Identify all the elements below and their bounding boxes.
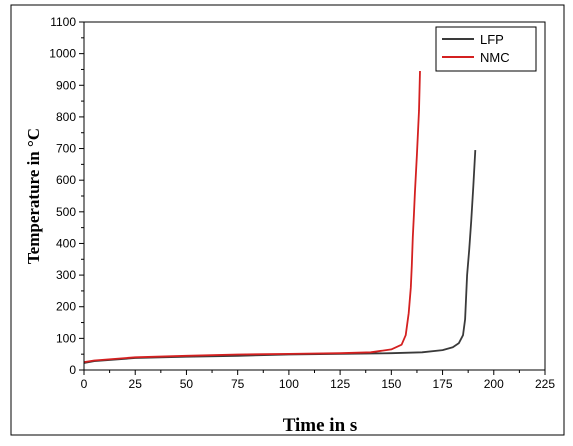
y-tick-label: 0 bbox=[69, 363, 76, 377]
legend-box bbox=[435, 26, 537, 72]
y-tick-label: 700 bbox=[56, 142, 76, 156]
x-tick-label: 225 bbox=[535, 377, 555, 391]
x-tick-label: 50 bbox=[180, 377, 194, 391]
y-tick-label: 500 bbox=[56, 205, 76, 219]
x-tick-label: 75 bbox=[231, 377, 245, 391]
y-tick-label: 800 bbox=[56, 110, 76, 124]
y-axis-title: Temperature in °C bbox=[24, 128, 43, 264]
legend-label-nmc: NMC bbox=[480, 50, 510, 65]
y-tick-label: 600 bbox=[56, 173, 76, 187]
plot-area bbox=[83, 70, 477, 364]
y-tick-label: 1000 bbox=[49, 47, 76, 61]
legend: LFP NMC bbox=[435, 26, 537, 72]
series-line-nmc bbox=[83, 70, 421, 363]
y-tick-label: 400 bbox=[56, 236, 76, 250]
legend-label-lfp: LFP bbox=[480, 32, 504, 47]
x-tick-label: 0 bbox=[81, 377, 88, 391]
y-tick-label: 1100 bbox=[50, 15, 76, 29]
x-tick-label: 125 bbox=[330, 377, 350, 391]
x-tick-label: 150 bbox=[381, 377, 401, 391]
x-tick-label: 200 bbox=[484, 377, 504, 391]
y-tick-label: 200 bbox=[56, 300, 76, 314]
series-line-lfp bbox=[83, 150, 477, 364]
x-tick-label: 25 bbox=[129, 377, 143, 391]
x-tick-label: 175 bbox=[433, 377, 453, 391]
axes: 0 25 50 75 100 125 150 175 200 225 0 100 200 300 400 50… bbox=[49, 15, 555, 391]
x-tick-label: 100 bbox=[279, 377, 299, 391]
y-tick-label: 100 bbox=[56, 331, 76, 345]
x-axis-title: Time in s bbox=[283, 415, 358, 436]
y-tick-label: 300 bbox=[56, 268, 76, 282]
y-tick-label: 900 bbox=[56, 78, 76, 92]
